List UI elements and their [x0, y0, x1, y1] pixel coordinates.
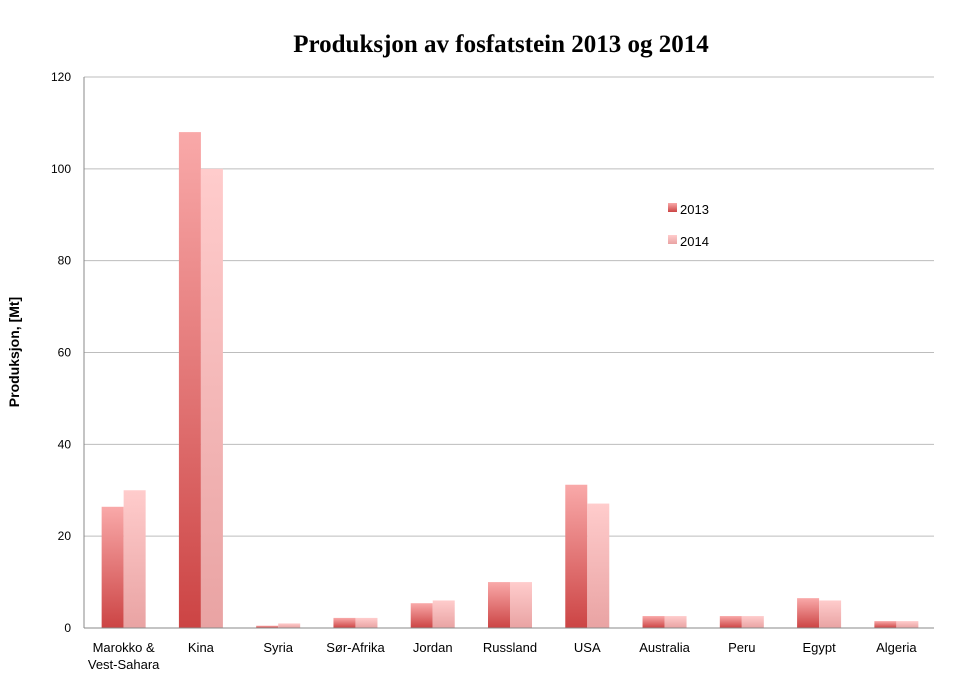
legend-swatch-2013 — [668, 203, 677, 212]
y-axis-label: Produksjon, [Mt] — [6, 297, 22, 407]
bar-2014-5 — [510, 582, 532, 628]
bar-2014-4 — [432, 600, 455, 628]
bar-2013-5 — [488, 582, 510, 628]
y-tick-label-20: 20 — [58, 529, 72, 543]
bar-2014-1 — [200, 168, 223, 629]
bar-2014-10 — [896, 621, 919, 628]
bar-2013-2 — [256, 625, 279, 628]
bar-2013-8 — [719, 616, 742, 628]
bar-2013-10 — [874, 621, 897, 628]
y-tick-label-100: 100 — [51, 162, 71, 176]
category-label-8: Peru — [728, 640, 755, 655]
category-label-0: Marokko & Vest-Sahara — [88, 640, 160, 672]
bar-2013-7 — [642, 616, 665, 628]
y-tick-label-120: 120 — [51, 70, 71, 84]
y-tick-labels: 0 20 40 60 80 100 120 — [51, 70, 71, 635]
chart-title: Produksjon av fosfatstein 2013 og 2014 — [293, 31, 709, 58]
bars — [101, 132, 919, 629]
bar-2014-3 — [355, 617, 378, 628]
category-label-9: Egypt — [802, 640, 836, 655]
category-labels: Marokko & Vest-Sahara Kina Syria Sør-Afrika J… — [88, 640, 918, 672]
category-label-10: Algeria — [876, 640, 917, 655]
bar-2014-2 — [278, 623, 301, 628]
bar-2013-0 — [101, 506, 124, 628]
bar-2014-8 — [741, 616, 764, 628]
bar-2014-0 — [123, 490, 146, 628]
bar-2013-1 — [178, 132, 201, 628]
bar-2013-4 — [410, 603, 433, 628]
bar-2014-6 — [587, 503, 610, 628]
legend-swatch-2014 — [668, 235, 677, 244]
category-label-4: Jordan — [413, 640, 453, 655]
y-tick-label-60: 60 — [58, 346, 72, 360]
y-tick-label-80: 80 — [58, 254, 72, 268]
y-tick-label-40: 40 — [58, 437, 72, 451]
gridlines — [84, 76, 934, 537]
category-label-3: Sør-Afrika — [326, 640, 385, 655]
category-label-2: Syria — [263, 640, 293, 655]
category-label-6: USA — [574, 640, 601, 655]
category-label-7: Australia — [639, 640, 690, 655]
y-tick-label-0: 0 — [64, 621, 71, 635]
bar-2013-9 — [797, 598, 820, 628]
legend-label-2014: 2014 — [680, 234, 709, 249]
bar-2013-3 — [333, 617, 356, 628]
bar-2013-6 — [565, 484, 588, 628]
bar-2014-9 — [819, 600, 842, 628]
category-label-5: Russland — [483, 640, 537, 655]
category-label-1: Kina — [188, 640, 215, 655]
bar-2014-7 — [664, 616, 687, 628]
legend-label-2013: 2013 — [680, 202, 709, 217]
legend: 2013 2014 — [668, 202, 709, 249]
